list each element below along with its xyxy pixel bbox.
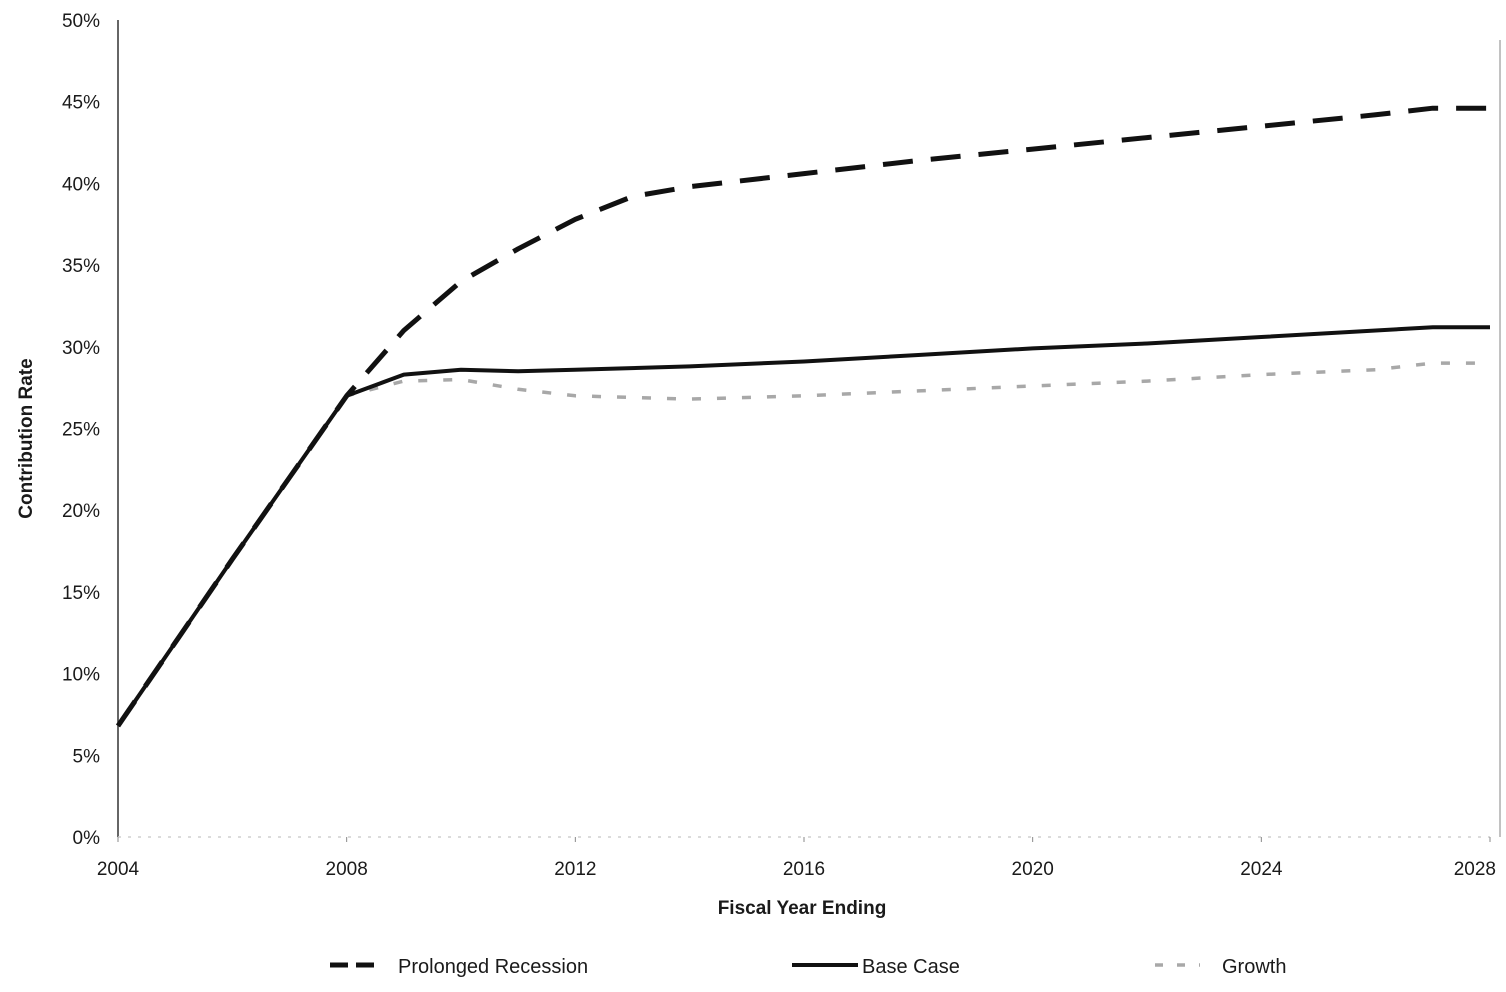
y-tick-label: 20% bbox=[62, 501, 100, 522]
legend-label-prolonged-recession: Prolonged Recession bbox=[398, 956, 588, 978]
y-tick-label: 35% bbox=[62, 256, 100, 277]
legend: Prolonged Recession Base Case Growth bbox=[330, 956, 1286, 978]
x-tick-label: 2004 bbox=[97, 859, 140, 880]
x-tick-label: 2008 bbox=[326, 859, 368, 880]
y-tick-label: 0% bbox=[73, 828, 101, 849]
y-tick-label: 45% bbox=[62, 93, 100, 114]
y-tick-label: 30% bbox=[62, 338, 100, 359]
x-axis-ticks: 2004 2008 2012 2016 2020 2024 2028 bbox=[97, 837, 1496, 880]
legend-label-growth: Growth bbox=[1222, 956, 1286, 978]
y-tick-label: 40% bbox=[62, 174, 100, 195]
axes bbox=[117, 20, 1501, 838]
series-lines bbox=[115, 105, 1490, 728]
x-axis-title: Fiscal Year Ending bbox=[718, 898, 887, 919]
legend-label-base-case: Base Case bbox=[862, 956, 960, 978]
y-tick-label: 50% bbox=[62, 11, 100, 32]
series-line-growth bbox=[116, 361, 1490, 727]
y-tick-label: 10% bbox=[62, 665, 100, 686]
x-tick-label: 2028 bbox=[1454, 859, 1496, 880]
y-tick-label: 25% bbox=[62, 420, 100, 441]
y-axis-ticks: 0% 5% 10% 15% 20% 25% 30% 35% 40% 45% 50% bbox=[62, 11, 100, 849]
series-line-base-case bbox=[116, 325, 1490, 728]
y-tick-label: 15% bbox=[62, 583, 100, 604]
x-tick-label: 2024 bbox=[1240, 859, 1283, 880]
y-axis-title: Contribution Rate bbox=[16, 358, 37, 518]
x-tick-label: 2020 bbox=[1012, 859, 1054, 880]
x-tick-label: 2016 bbox=[783, 859, 825, 880]
x-tick-label: 2012 bbox=[554, 859, 596, 880]
y-tick-label: 5% bbox=[73, 746, 101, 767]
series-line-prolonged-recession bbox=[115, 105, 1490, 728]
